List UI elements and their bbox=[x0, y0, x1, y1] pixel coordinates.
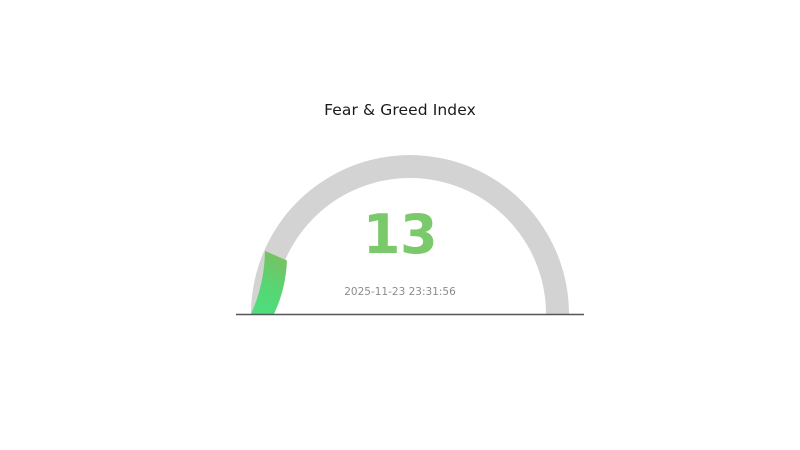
gauge-track-arc bbox=[251, 155, 569, 314]
gauge-timestamp-label: 2025-11-23 23:31:56 bbox=[344, 286, 456, 298]
gauge-progress-arc bbox=[251, 250, 287, 314]
page-title: Fear & Greed Index bbox=[324, 101, 476, 119]
gauge-value-label: 13 bbox=[362, 203, 438, 266]
